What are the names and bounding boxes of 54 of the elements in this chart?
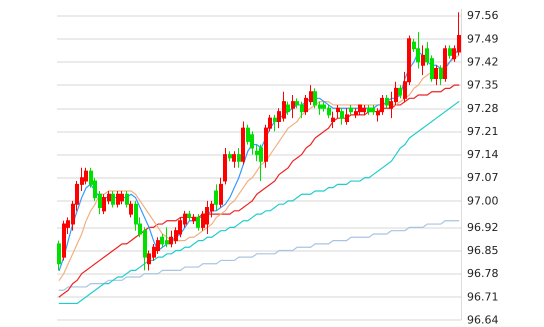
candlestick [237, 147, 241, 168]
y-tick-label: 97.07 [467, 171, 498, 184]
candlestick [358, 104, 362, 116]
candlestick [214, 184, 218, 212]
candlestick [241, 120, 245, 165]
y-tick-label: 97.49 [467, 32, 498, 46]
candlestick [228, 150, 232, 162]
candlestick [345, 108, 349, 126]
y-tick-label: 96.64 [467, 314, 498, 326]
candlestick [62, 220, 66, 261]
candlestick [398, 84, 402, 99]
line-series [58, 220, 460, 291]
candlestick [439, 64, 443, 86]
y-tick-label: 97.42 [467, 55, 498, 68]
candlestick [219, 177, 223, 208]
candlestick [116, 190, 120, 208]
candlestick [354, 108, 358, 119]
y-tick-label: 96.71 [467, 290, 498, 304]
candlestick [349, 104, 353, 116]
candlestick [192, 214, 196, 225]
candlestick [273, 114, 277, 132]
candlestick [336, 104, 340, 119]
candlestick [421, 44, 425, 76]
y-tick-label: 97.28 [467, 102, 498, 115]
candlestick [120, 190, 124, 205]
candlestick [367, 104, 371, 116]
y-tick-label: 96.85 [467, 244, 498, 258]
candlestick [291, 94, 295, 119]
candlestick [286, 101, 290, 116]
candlestick [331, 111, 335, 129]
y-tick-label: 96.78 [467, 267, 498, 280]
candlestick [434, 64, 438, 86]
candlestick [385, 94, 389, 109]
candlestick [129, 200, 133, 218]
y-tick-label: 97.56 [467, 9, 498, 22]
y-tick-label: 97.00 [467, 194, 498, 208]
candlestick [232, 150, 236, 168]
y-tick-label: 96.92 [467, 220, 498, 234]
candlestick [125, 190, 129, 208]
candlestick [340, 108, 344, 126]
candlestick [416, 32, 420, 70]
candlestick [362, 104, 366, 116]
candlestick [259, 144, 263, 182]
candlestick [448, 44, 452, 60]
candlestick [443, 44, 447, 82]
candlestick [223, 147, 227, 185]
y-tick-label: 97.35 [467, 78, 498, 92]
y-tick-label: 97.14 [467, 148, 498, 162]
candlestick [111, 190, 115, 208]
candlestick [57, 240, 61, 271]
y-tick-label: 97.21 [467, 124, 498, 138]
candlestick [196, 214, 200, 232]
candlestick [371, 104, 375, 116]
candlestick [187, 210, 191, 222]
